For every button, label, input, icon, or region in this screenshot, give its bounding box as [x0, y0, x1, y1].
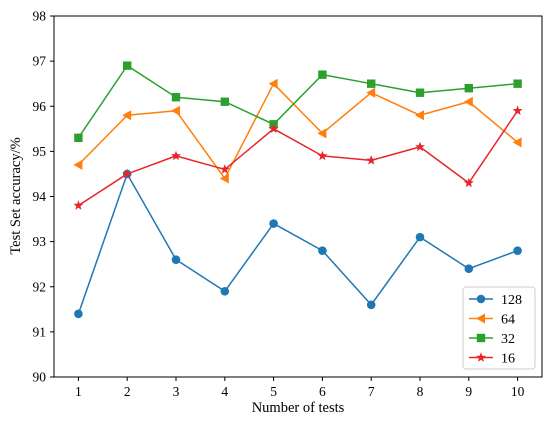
x-axis-label: Number of tests [252, 400, 345, 416]
x-tick-label: 5 [270, 384, 277, 399]
y-axis-label: Test Set accuracy/% [8, 137, 24, 254]
data-point [122, 110, 132, 121]
legend-label: 16 [501, 352, 515, 367]
data-point [415, 141, 425, 152]
data-point [464, 264, 474, 274]
data-point [317, 150, 328, 161]
x-tick-label: 6 [319, 384, 326, 399]
data-point [171, 105, 180, 116]
series-line [77, 64, 518, 139]
data-point [415, 232, 425, 242]
data-point [512, 105, 523, 115]
legend-box [462, 286, 536, 370]
legend-marker [476, 313, 485, 324]
data-point [74, 133, 83, 143]
y-tick-label: 98 [33, 9, 47, 24]
data-point [366, 87, 376, 98]
data-point [171, 255, 181, 264]
data-point [219, 164, 230, 174]
series-32 [74, 61, 522, 143]
plot-background [54, 16, 542, 377]
y-tick-label: 93 [33, 234, 47, 249]
plot-frame [53, 15, 543, 378]
data-point [463, 177, 474, 188]
data-point [317, 128, 327, 139]
data-point [463, 96, 473, 107]
x-tick-label: 4 [221, 384, 228, 399]
x-tick-label: 7 [368, 384, 375, 399]
data-point [366, 300, 376, 310]
legend-entry: 64 [469, 313, 515, 328]
legend-marker [476, 352, 486, 362]
x-tick-label: 10 [511, 384, 525, 399]
data-point [122, 168, 133, 179]
data-point [220, 97, 229, 106]
series-line [77, 173, 518, 315]
legend-label: 64 [501, 313, 515, 328]
data-point [123, 61, 132, 70]
data-point [513, 79, 522, 88]
data-point [269, 219, 278, 228]
legend-marker [476, 294, 486, 304]
data-point [268, 123, 279, 134]
y-tick-label: 91 [33, 324, 47, 339]
legend-entry: 32 [469, 332, 515, 347]
x-tick-label: 9 [465, 384, 472, 399]
legend-entry: 128 [469, 293, 522, 308]
axis-layer: 1 2 3 4 5 6 7 8 9 10 90 91 92 93 94 95 96 97 98 [33, 9, 525, 400]
data-point [512, 137, 522, 148]
data-point [513, 246, 522, 255]
y-tick-label: 94 [33, 189, 47, 204]
data-point [219, 173, 229, 184]
data-point [171, 150, 181, 161]
data-point [366, 155, 377, 165]
y-tick-label: 95 [33, 144, 47, 159]
series-line [77, 110, 519, 207]
series-64 [73, 78, 522, 184]
legend: 128 64 32 16 [462, 286, 536, 370]
x-tick-label: 2 [124, 384, 131, 399]
y-tick-label: 97 [33, 54, 47, 69]
series-128 [74, 169, 522, 319]
data-point [318, 70, 327, 79]
y-tick-label: 96 [33, 99, 47, 114]
series-layer [73, 61, 523, 319]
data-point [74, 309, 83, 319]
legend-label: 128 [501, 293, 522, 308]
data-point [415, 110, 424, 121]
x-tick-label: 1 [75, 384, 82, 399]
legend-entry: 16 [469, 352, 515, 367]
x-tick-label: 3 [173, 384, 180, 399]
legend-marker [476, 333, 486, 343]
data-point [268, 78, 278, 89]
data-point [464, 84, 473, 93]
data-point [73, 159, 83, 170]
data-point [220, 286, 230, 296]
data-point [73, 200, 84, 210]
series-16 [73, 105, 523, 210]
y-tick-label: 92 [33, 279, 47, 294]
legend-label: 32 [501, 332, 515, 347]
data-point [318, 246, 327, 255]
series-line [77, 82, 519, 180]
data-point [171, 93, 181, 102]
data-point [415, 88, 425, 97]
x-tick-label: 8 [417, 384, 424, 399]
y-tick-label: 90 [33, 370, 47, 385]
data-point [367, 79, 376, 88]
